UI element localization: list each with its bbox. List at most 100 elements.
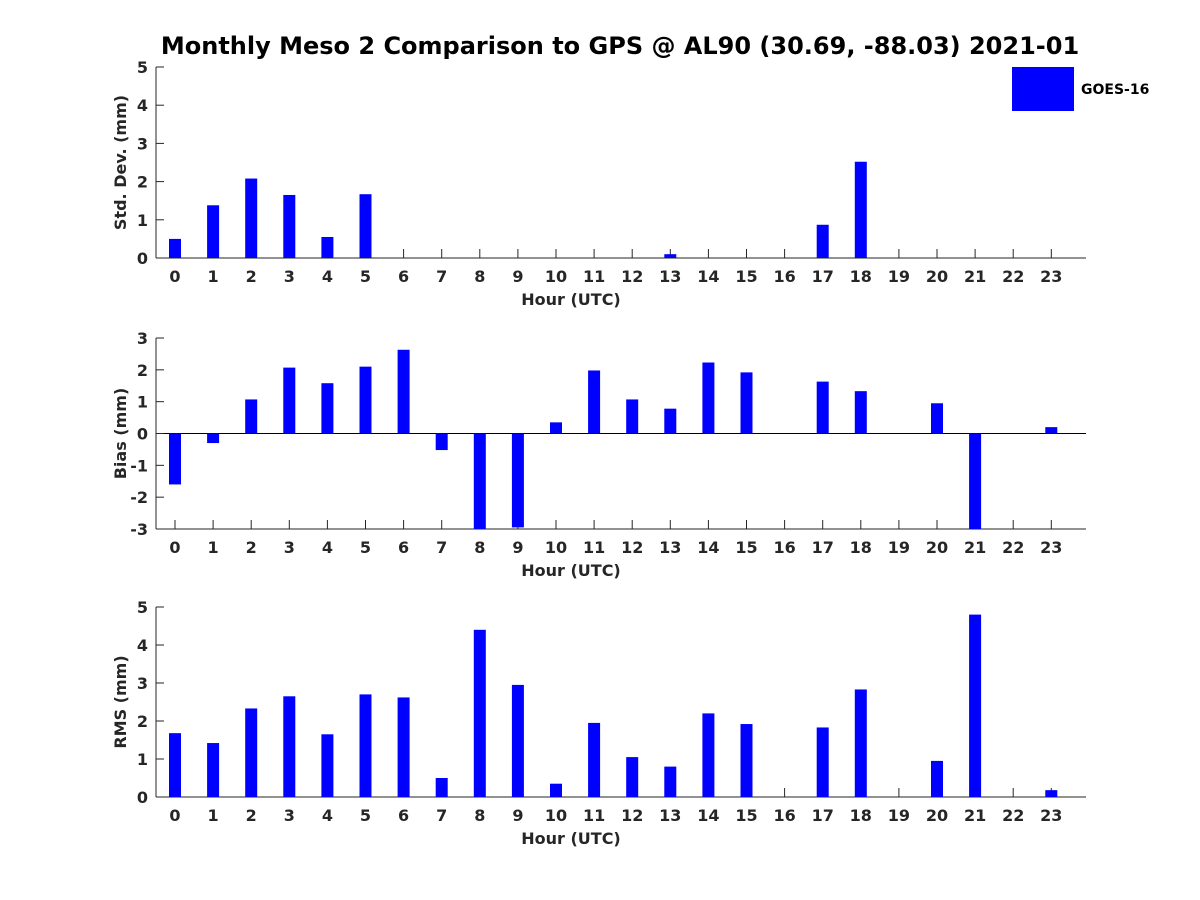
rms-x-tick-label: 22 [1002, 806, 1024, 825]
std-dev-bar [169, 238, 181, 258]
rms-x-tick-label: 12 [621, 806, 643, 825]
std-dev-x-tick-label: 6 [398, 267, 409, 286]
bias-bar [550, 422, 562, 434]
bias-x-tick-label: 20 [926, 538, 948, 557]
bias-bar [511, 433, 524, 528]
rms-y-tick-label: 5 [137, 598, 148, 617]
bias-bar [816, 381, 829, 434]
rms-x-tick-label: 6 [398, 806, 409, 825]
std-dev-x-tick-label: 14 [697, 267, 719, 286]
rms-x-tick-label: 8 [474, 806, 485, 825]
std-dev-x-tick-label: 10 [545, 267, 567, 286]
rms-bar [626, 757, 639, 797]
std-dev-y-tick-label: 2 [137, 173, 148, 192]
bias-y-tick-label: -2 [130, 488, 148, 507]
rms-x-tick-label: 3 [284, 806, 295, 825]
rms-bar [397, 697, 410, 797]
rms-x-tick-label: 16 [773, 806, 795, 825]
bias-x-tick-label: 22 [1002, 538, 1024, 557]
rms-bar [207, 743, 220, 797]
rms-x-tick-label: 13 [659, 806, 681, 825]
bias-y-tick-label: -1 [130, 456, 148, 475]
rms-bar [359, 694, 372, 797]
std-dev-x-tick-label: 15 [735, 267, 757, 286]
std-dev-x-tick-label: 13 [659, 267, 681, 286]
std-dev-y-tick-label: 4 [137, 96, 148, 115]
bias-x-tick-label: 0 [169, 538, 180, 557]
legend-swatch-goes-16 [1012, 67, 1074, 111]
rms-bar [588, 722, 601, 797]
rms-x-tick-label: 5 [360, 806, 371, 825]
rms-bar [550, 783, 562, 797]
std-dev-x-tick-label: 16 [773, 267, 795, 286]
bias-bar [207, 433, 220, 444]
std-dev-x-axis-label: Hour (UTC) [521, 290, 621, 309]
bias-bar [588, 370, 601, 434]
rms-bar [969, 614, 982, 797]
rms-bar [283, 696, 296, 797]
std-dev-bar [816, 224, 829, 258]
std-dev-x-tick-label: 23 [1040, 267, 1062, 286]
rms-bar [664, 766, 677, 797]
bias-bar [245, 399, 258, 434]
bias-y-axis-label: Bias (mm) [111, 388, 130, 480]
bias-x-tick-label: 5 [360, 538, 371, 557]
std-dev-x-tick-label: 4 [322, 267, 333, 286]
bias-x-tick-label: 13 [659, 538, 681, 557]
legend-label-goes-16: GOES-16 [1081, 82, 1149, 98]
bias-y-tick-label: 1 [137, 393, 148, 412]
std-dev-y-tick-label: 3 [137, 134, 148, 153]
std-dev-x-tick-label: 7 [436, 267, 447, 286]
bias-y-tick-label: -3 [130, 520, 148, 539]
std-dev-bar [245, 178, 258, 258]
bias-bar [626, 399, 639, 434]
rms-x-tick-label: 23 [1040, 806, 1062, 825]
bias-x-tick-label: 23 [1040, 538, 1062, 557]
bias-bar [283, 367, 296, 434]
bias-x-tick-label: 7 [436, 538, 447, 557]
rms-x-tick-label: 0 [169, 806, 180, 825]
std-dev-x-tick-label: 8 [474, 267, 485, 286]
std-dev-bar [207, 205, 220, 258]
rms-bar [511, 684, 524, 797]
rms-x-tick-label: 15 [735, 806, 757, 825]
bias-x-tick-label: 14 [697, 538, 719, 557]
rms-y-tick-label: 2 [137, 712, 148, 731]
rms-x-tick-label: 21 [964, 806, 986, 825]
rms-x-tick-label: 1 [208, 806, 219, 825]
rms-y-tick-label: 4 [137, 636, 148, 655]
std-dev-x-tick-label: 12 [621, 267, 643, 286]
figure-title: Monthly Meso 2 Comparison to GPS @ AL90 … [161, 32, 1079, 60]
bias-bar [359, 366, 372, 434]
bias-y-tick-label: 3 [137, 329, 148, 348]
std-dev-bar [664, 254, 677, 258]
rms-bar [1045, 790, 1058, 797]
bias-bar [969, 433, 982, 529]
rms-bar [473, 629, 486, 797]
rms-y-tick-label: 3 [137, 674, 148, 693]
rms-bar [169, 733, 181, 797]
rms-x-tick-label: 7 [436, 806, 447, 825]
std-dev-y-axis-label: Std. Dev. (mm) [111, 95, 130, 230]
bias-bar [664, 408, 677, 434]
std-dev-x-tick-label: 3 [284, 267, 295, 286]
rms-bar [321, 734, 334, 797]
bias-y-tick-label: 0 [137, 425, 148, 444]
rms-x-tick-label: 2 [246, 806, 257, 825]
rms-bar [435, 778, 448, 797]
std-dev-x-tick-label: 17 [812, 267, 834, 286]
std-dev-x-tick-label: 22 [1002, 267, 1024, 286]
bias-x-tick-label: 15 [735, 538, 757, 557]
bias-bar [435, 433, 448, 451]
bias-bar [931, 403, 943, 434]
rms-x-axis-label: Hour (UTC) [521, 829, 621, 848]
rms-x-tick-label: 17 [812, 806, 834, 825]
std-dev-x-tick-label: 1 [208, 267, 219, 286]
std-dev-x-tick-label: 20 [926, 267, 948, 286]
rms-bar [245, 708, 258, 797]
std-dev-x-tick-label: 9 [512, 267, 523, 286]
bias-x-tick-label: 9 [512, 538, 523, 557]
